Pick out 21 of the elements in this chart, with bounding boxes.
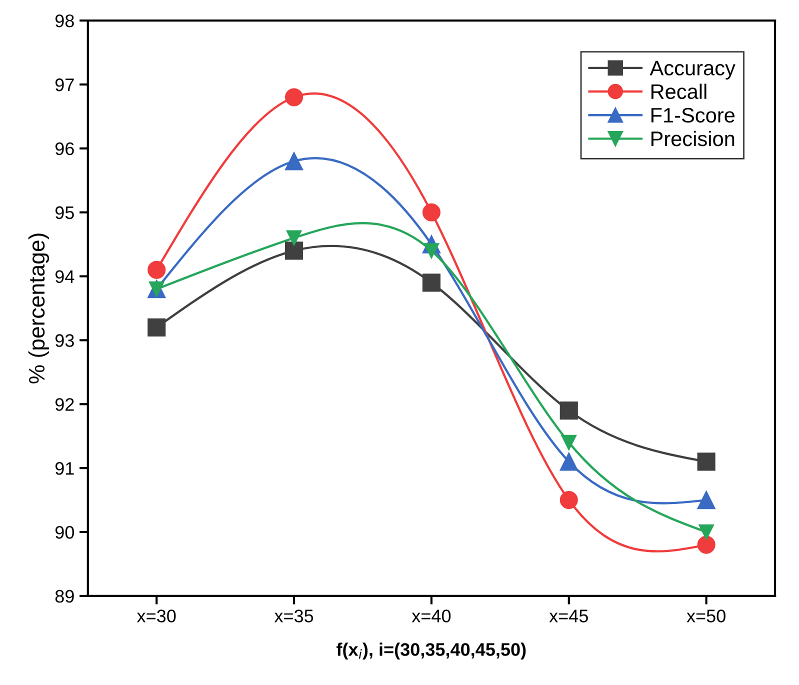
legend-label: Precision bbox=[651, 130, 734, 146]
y-tick-label: 91 bbox=[55, 462, 74, 475]
y-axis-title: % (percentage) bbox=[28, 234, 50, 384]
y-tick-label: 97 bbox=[55, 78, 74, 92]
legend-label: Recall bbox=[651, 84, 706, 100]
x-tick-label: x=40 bbox=[412, 610, 451, 622]
x-tick-label: x=50 bbox=[686, 610, 726, 622]
y-tick-label: 92 bbox=[55, 398, 74, 411]
y-tick-label: 93 bbox=[55, 334, 74, 347]
y-tick-label: 95 bbox=[55, 206, 74, 220]
x-tick-label: x=35 bbox=[274, 610, 314, 622]
legend-label: Accuracy bbox=[650, 60, 736, 80]
y-tick-label: 96 bbox=[55, 142, 74, 156]
y-tick-label: 94 bbox=[55, 270, 74, 284]
x-tick-label: x=45 bbox=[549, 610, 588, 622]
y-tick-label: 90 bbox=[55, 526, 74, 539]
y-tick-label: 98 bbox=[55, 14, 74, 28]
legend-label: F1-Score bbox=[651, 108, 735, 123]
y-tick-label: 89 bbox=[55, 590, 74, 603]
x-tick-label: x=30 bbox=[136, 610, 176, 622]
x-axis-title: f(x$_{i}$), i=(30,35,40,45,50) bbox=[336, 642, 526, 660]
